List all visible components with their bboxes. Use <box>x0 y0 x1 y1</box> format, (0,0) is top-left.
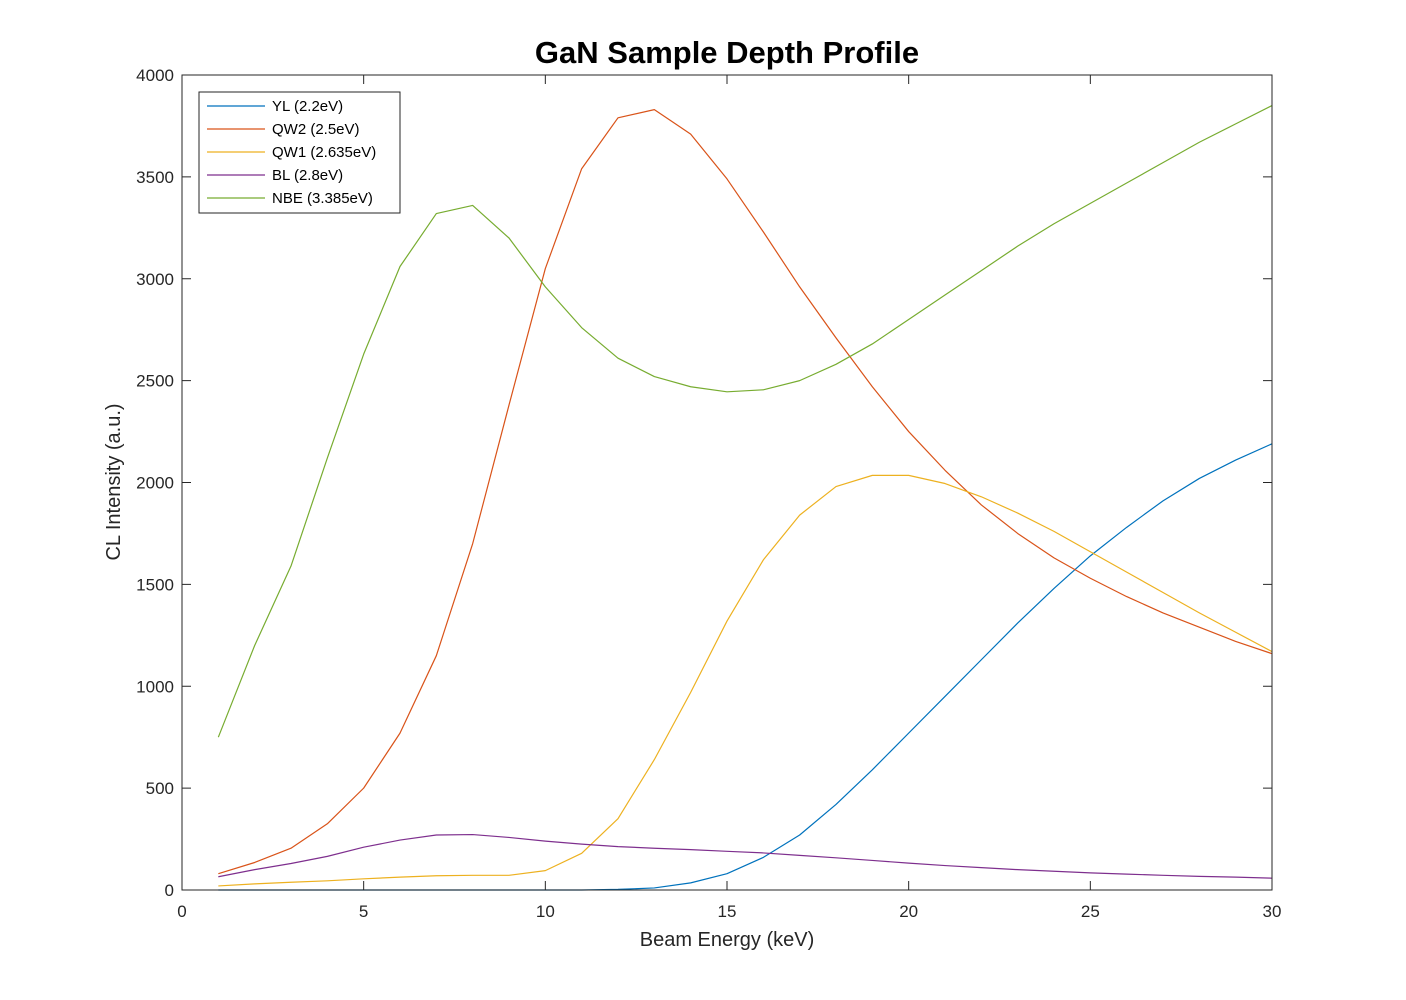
x-tick-label: 25 <box>1081 902 1100 921</box>
y-axis-label: CL Intensity (a.u.) <box>103 403 125 560</box>
x-axis: 0 5 10 15 20 25 30 <box>177 75 1281 921</box>
legend-label: BL (2.8eV) <box>272 167 343 184</box>
y-tick-label: 1000 <box>136 677 174 696</box>
y-tick-label: 1500 <box>136 575 174 594</box>
x-tick-label: 20 <box>899 902 918 921</box>
y-tick-label: 3000 <box>136 270 174 289</box>
x-tick-label: 0 <box>177 902 186 921</box>
x-axis-label: Beam Energy (keV) <box>640 929 815 951</box>
legend-label: QW2 (2.5eV) <box>272 121 360 138</box>
series-line-qw1 <box>218 474 1273 887</box>
legend-label: QW1 (2.635eV) <box>272 144 376 161</box>
series-line-bl <box>218 833 1273 879</box>
series-line-qw2 <box>218 109 1273 875</box>
legend-label: NBE (3.385eV) <box>272 190 373 207</box>
y-tick-label: 3500 <box>136 168 174 187</box>
y-tick-label: 2000 <box>136 474 174 493</box>
x-tick-label: 30 <box>1263 902 1282 921</box>
legend-label: YL (2.2eV) <box>272 98 343 115</box>
y-tick-label: 4000 <box>136 66 174 85</box>
chart-title: GaN Sample Depth Profile <box>535 35 919 70</box>
y-axis: 0 500 1000 1500 2000 2500 3000 3500 4000 <box>136 66 1272 900</box>
y-tick-label: 0 <box>165 881 174 900</box>
x-tick-label: 15 <box>718 902 737 921</box>
legend-items: YL (2.2eV) QW2 (2.5eV) QW1 (2.635eV) BL (2.… <box>207 98 376 207</box>
x-tick-label: 10 <box>536 902 555 921</box>
legend: YL (2.2eV) QW2 (2.5eV) QW1 (2.635eV) BL (2.… <box>198 91 401 214</box>
x-tick-label: 5 <box>359 902 368 921</box>
y-tick-label: 500 <box>146 779 174 798</box>
series-line-nbe <box>217 105 1273 738</box>
y-tick-label: 2500 <box>136 372 174 391</box>
